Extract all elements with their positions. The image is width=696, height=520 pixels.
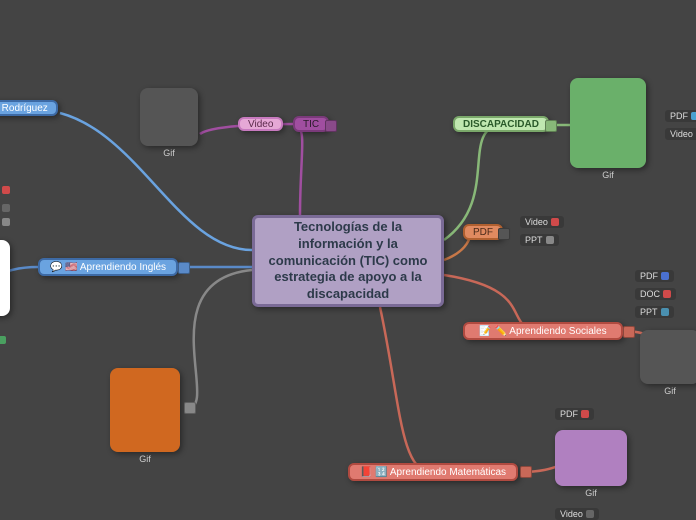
tag-video-2[interactable]: Video [520,216,564,228]
tag-video-1[interactable]: Video [665,128,696,140]
center-node[interactable]: Tecnologías de la información y la comun… [252,215,444,307]
tag-icon [663,290,671,298]
tag-label: Video [560,509,583,519]
node-matematicas[interactable]: 📕 🔢 Aprendiendo Matemáticas [348,463,518,481]
node-rodriguez-label: ro Rodríguez [0,102,48,115]
marker-0 [2,186,10,194]
tag-label: DOC [640,289,660,299]
node-video1-label: Video [248,118,273,131]
gif-math[interactable] [555,430,627,486]
gif-green-label: Gif [570,170,646,180]
node-discapacidad-label: DISCAPACIDAD [463,118,539,131]
node-sociales-label: 📝 ✏️ Aprendiendo Sociales [479,325,606,338]
node-tic[interactable]: TIC [293,116,329,132]
node-tic-label: TIC [303,118,319,131]
gif-orange-label: Gif [110,454,180,464]
tag-icon [691,112,696,120]
tag-icon [581,410,589,418]
tag-icon [661,272,669,280]
node-rodriguez[interactable]: ro Rodríguez [0,100,58,116]
marker-2 [2,218,10,226]
tag-label: PDF [560,409,578,419]
tag-label: PDF [670,111,688,121]
tag-video-8[interactable]: Video [555,508,599,520]
node-discapacidad[interactable]: DISCAPACIDAD [453,116,549,132]
node-video1[interactable]: Video [238,117,283,131]
node-sociales[interactable]: 📝 ✏️ Aprendiendo Sociales [463,322,623,340]
tag-doc-5[interactable]: DOC [635,288,676,300]
tag-label: PPT [640,307,658,317]
node-ingles[interactable]: 💬 🇺🇸 Aprendiendo Inglés [38,258,178,276]
tag-label: PDF [640,271,658,281]
tag-pdf-4[interactable]: PDF [635,270,674,282]
tag-pdf-7[interactable]: PDF [555,408,594,420]
gif-orange[interactable] [110,368,180,452]
gif-social[interactable] [640,330,696,384]
tag-label: Video [670,129,693,139]
node-pdf[interactable]: PDF [463,224,503,240]
expand-handle-0[interactable] [178,262,190,274]
branch [444,125,500,240]
gif-top-left-label: Gif [140,148,198,158]
tag-icon [546,236,554,244]
gif-flag[interactable] [0,240,10,316]
marker-1 [2,204,10,212]
node-ingles-label: 💬 🇺🇸 Aprendiendo Inglés [50,261,166,274]
expand-handle-5[interactable] [184,402,196,414]
expand-handle-4[interactable] [520,466,532,478]
tag-ppt-6[interactable]: PPT [635,306,674,318]
expand-handle-1[interactable] [545,120,557,132]
gif-social-label: Gif [640,386,696,396]
branch [188,270,252,408]
expand-handle-3[interactable] [623,326,635,338]
marker-3 [0,336,6,344]
expand-handle-2[interactable] [498,228,510,240]
gif-green[interactable] [570,78,646,168]
node-pdf-label: PDF [473,226,493,239]
expand-handle-6[interactable] [325,120,337,132]
tag-icon [586,510,594,518]
tag-ppt-3[interactable]: PPT [520,234,559,246]
branch [300,130,302,215]
gif-top-left[interactable] [140,88,198,146]
tag-icon [661,308,669,316]
tag-label: Video [525,217,548,227]
tag-pdf-0[interactable]: PDF [665,110,696,122]
center-node-text: Tecnologías de la información y la comun… [265,219,431,303]
tag-icon [551,218,559,226]
node-matematicas-label: 📕 🔢 Aprendiendo Matemáticas [360,466,506,479]
branch [380,307,430,472]
gif-math-label: Gif [555,488,627,498]
tag-label: PPT [525,235,543,245]
